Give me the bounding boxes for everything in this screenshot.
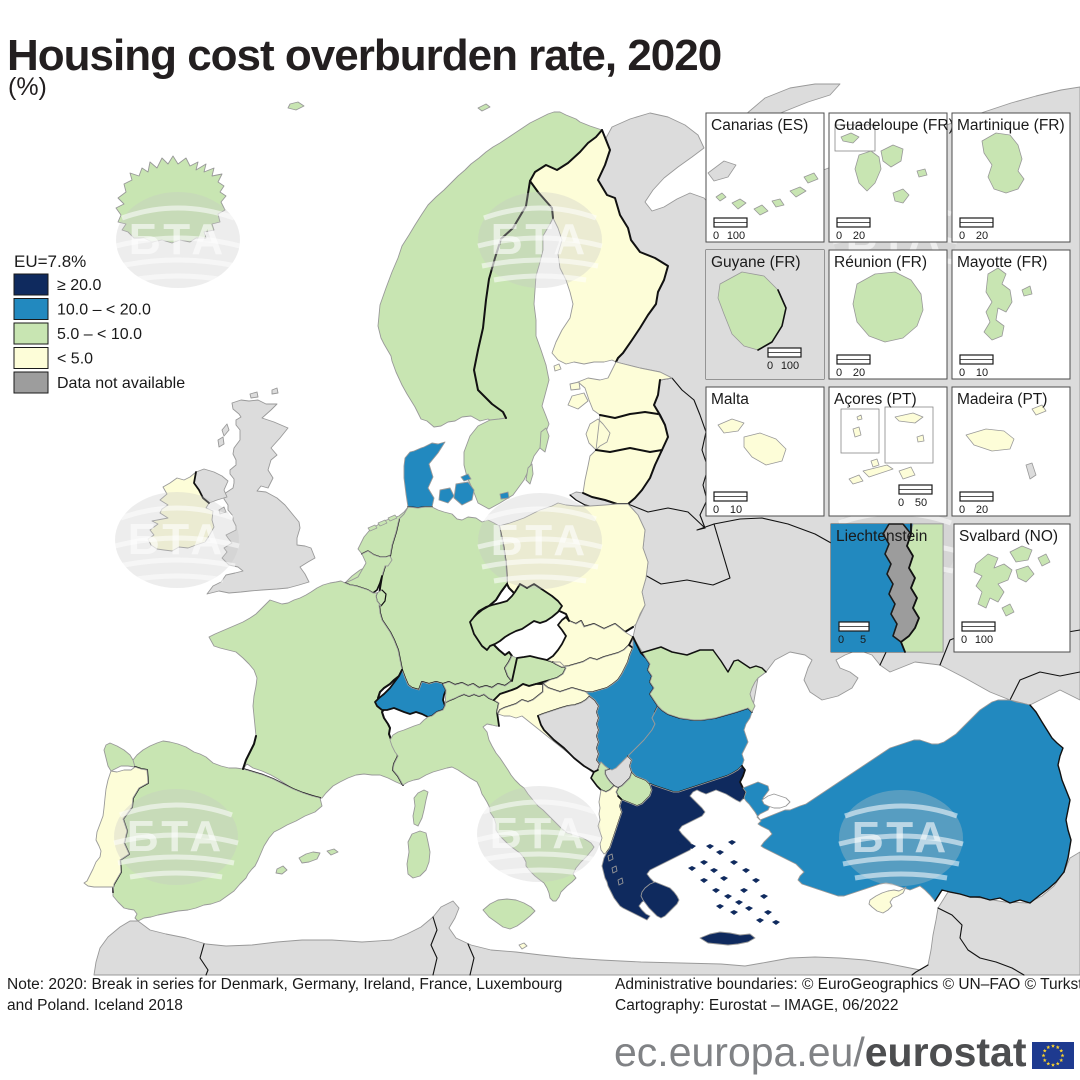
svg-text:20: 20	[976, 504, 988, 516]
svg-text:ec.europa.eu/eurostat: ec.europa.eu/eurostat	[614, 1029, 1027, 1075]
svg-text:БТА: БТА	[127, 812, 225, 861]
svg-text:EU=7.8%: EU=7.8%	[14, 252, 86, 271]
svg-text:0: 0	[898, 497, 904, 509]
svg-text:5.0 – < 10.0: 5.0 – < 10.0	[57, 326, 142, 343]
svg-text:20: 20	[853, 367, 865, 379]
svg-text:0: 0	[713, 230, 719, 242]
svg-text:50: 50	[915, 497, 927, 509]
svg-text:БТА: БТА	[128, 515, 226, 564]
svg-text:БТА: БТА	[491, 516, 589, 565]
svg-text:10: 10	[730, 504, 742, 516]
svg-text:Svalbard (NO): Svalbard (NO)	[959, 528, 1058, 545]
svg-text:БТА: БТА	[490, 809, 588, 858]
svg-text:100: 100	[975, 634, 993, 646]
svg-text:Administrative boundaries: © E: Administrative boundaries: © EuroGeograp…	[615, 976, 1080, 993]
svg-text:0: 0	[959, 367, 965, 379]
svg-text:Data not available: Data not available	[57, 375, 185, 392]
svg-text:and Poland. Iceland 2018: and Poland. Iceland 2018	[7, 997, 183, 1014]
svg-text:< 5.0: < 5.0	[57, 351, 93, 368]
svg-text:Mayotte (FR): Mayotte (FR)	[957, 254, 1047, 271]
svg-text:БТА: БТА	[129, 215, 227, 264]
svg-text:0: 0	[838, 634, 844, 646]
svg-text:20: 20	[976, 230, 988, 242]
svg-text:100: 100	[727, 230, 745, 242]
svg-text:Liechtenstein: Liechtenstein	[836, 528, 927, 545]
svg-text:Açores (PT): Açores (PT)	[834, 391, 917, 408]
svg-text:≥ 20.0: ≥ 20.0	[57, 277, 101, 294]
svg-text:Malta: Malta	[711, 391, 749, 408]
svg-text:БТА: БТА	[491, 215, 589, 264]
svg-text:0: 0	[959, 230, 965, 242]
svg-text:20: 20	[853, 230, 865, 242]
svg-text:(%): (%)	[8, 73, 47, 101]
svg-text:5: 5	[860, 634, 866, 646]
svg-text:БТА: БТА	[852, 813, 950, 862]
svg-text:Note: 2020: Break in series fo: Note: 2020: Break in series for Denmark,…	[7, 976, 562, 993]
svg-text:Canarias (ES): Canarias (ES)	[711, 117, 808, 134]
svg-text:0: 0	[961, 634, 967, 646]
svg-text:0: 0	[713, 504, 719, 516]
svg-text:0: 0	[836, 230, 842, 242]
svg-text:Réunion (FR): Réunion (FR)	[834, 254, 927, 271]
svg-text:10: 10	[976, 367, 988, 379]
svg-text:Martinique (FR): Martinique (FR)	[957, 117, 1065, 134]
svg-text:Housing cost overburden rate,: Housing cost overburden rate, 2020	[7, 31, 721, 80]
svg-text:0: 0	[959, 504, 965, 516]
svg-text:Guyane (FR): Guyane (FR)	[711, 254, 801, 271]
svg-text:100: 100	[781, 360, 799, 372]
svg-text:0: 0	[836, 367, 842, 379]
svg-text:0: 0	[767, 360, 773, 372]
svg-text:Cartography: Eurostat – IMAGE,: Cartography: Eurostat – IMAGE, 06/2022	[615, 997, 898, 1014]
svg-text:Guadeloupe (FR): Guadeloupe (FR)	[834, 117, 954, 134]
svg-text:10.0 – < 20.0: 10.0 – < 20.0	[57, 302, 151, 319]
svg-text:Madeira (PT): Madeira (PT)	[957, 391, 1047, 408]
